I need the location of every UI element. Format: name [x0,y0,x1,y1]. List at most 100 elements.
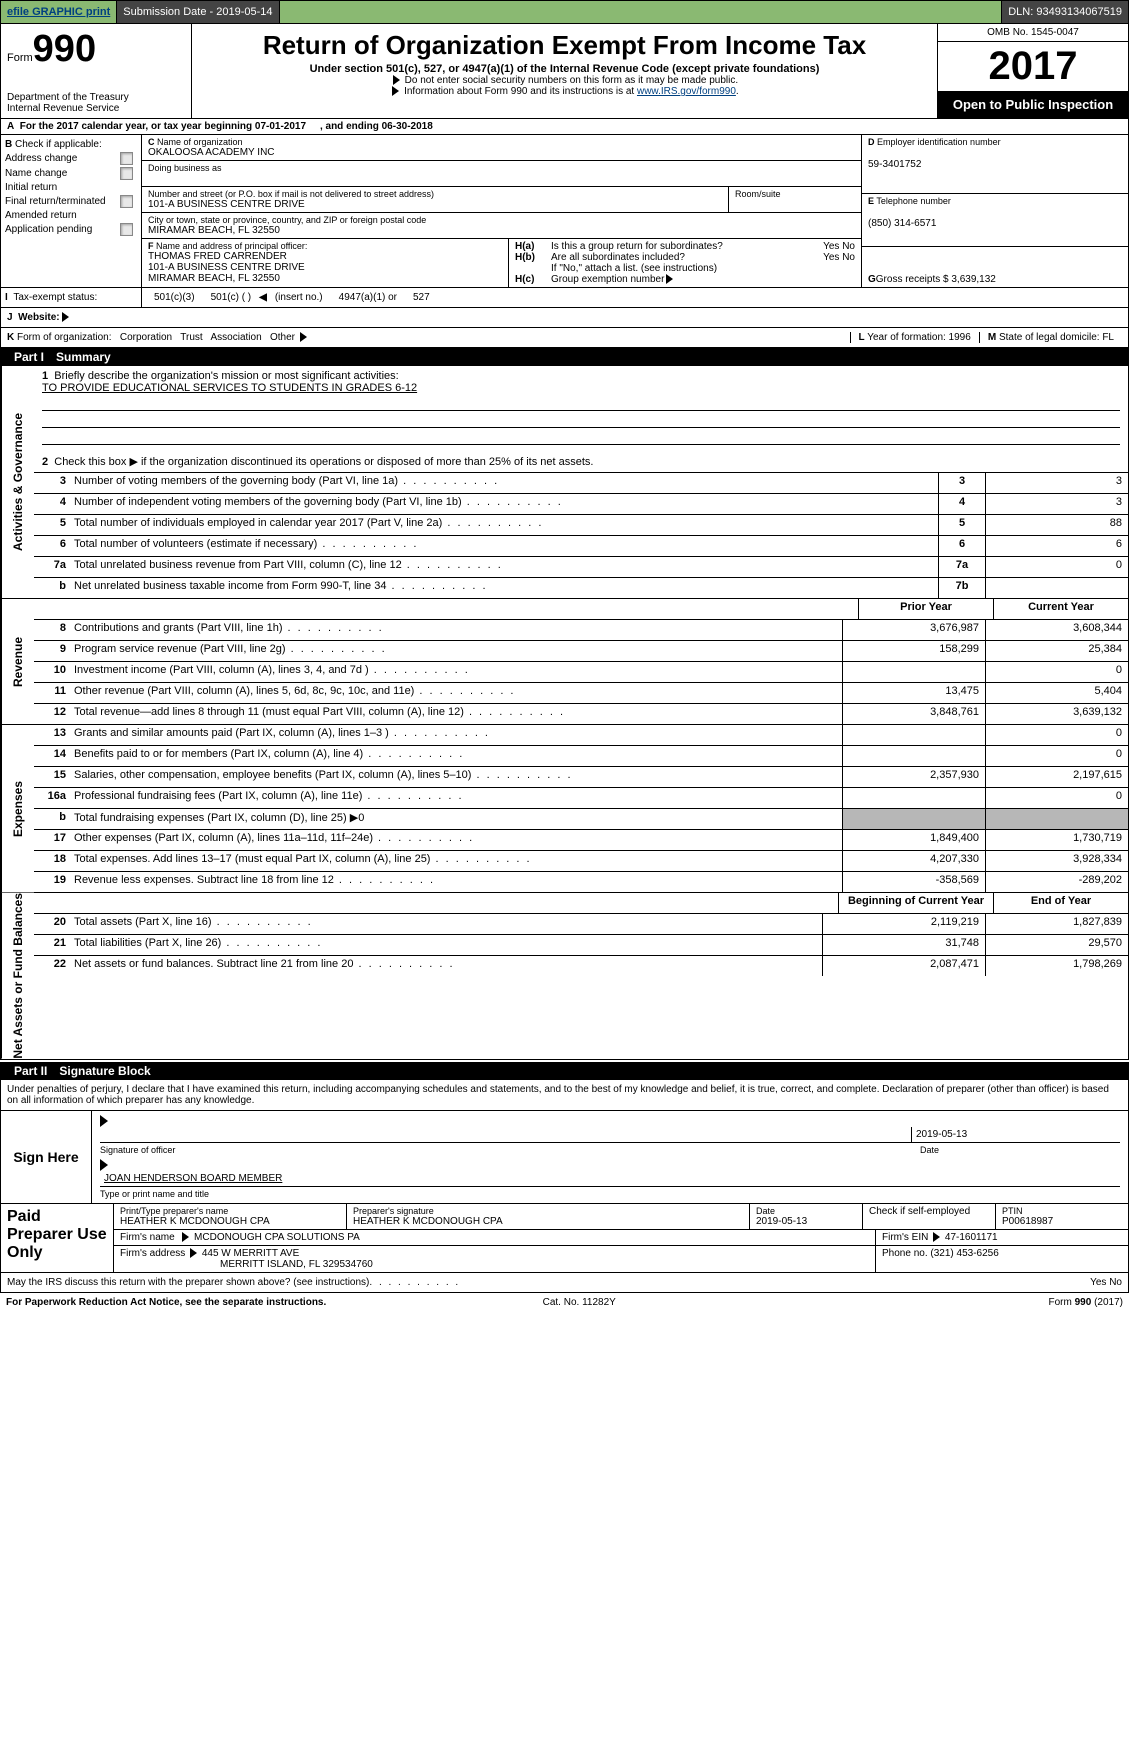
rev-lines: Prior Year Current Year 8 Contributions … [34,599,1128,724]
curr-val: 1,798,269 [985,956,1128,976]
paid-label: Paid Preparer Use Only [1,1204,114,1272]
chk-lbl: Final return/terminated [5,196,106,207]
line-no: 10 [34,662,70,682]
curr-val [985,809,1128,829]
sig-date: 2019-05-13 [911,1127,1120,1142]
firmph: (321) 453-6256 [930,1248,998,1259]
prior-val [842,809,985,829]
line-val: 0 [985,557,1128,577]
part1-ttl: Summary [56,350,111,364]
triangle-icon [182,1232,189,1242]
line-no: 5 [34,515,70,535]
line-box: 4 [938,494,985,514]
beg-hdr: Beginning of Current Year [838,893,993,913]
prior-val: 2,087,471 [822,956,985,976]
firmn: MCDONOUGH CPA SOLUTIONS PA [194,1232,360,1243]
prior-val [842,725,985,745]
Hb2: If "No," attach a list. (see instruction… [515,263,855,274]
line-row: b Net unrelated business taxable income … [34,577,1128,598]
I-o2b: (insert no.) [275,292,323,303]
line-row: 16a Professional fundraising fees (Part … [34,787,1128,808]
l2: 2 Check this box ▶ if the organization d… [34,451,1128,472]
prior-val: 31,748 [822,935,985,955]
sign-here-lbl: Sign Here [1,1111,92,1203]
dept1: Department of the Treasury [7,92,185,103]
form-word: Form [7,52,33,64]
footer-l: For Paperwork Reduction Act Notice, see … [6,1297,326,1308]
line-txt: Total number of volunteers (estimate if … [70,536,938,556]
discuss-row: May the IRS discuss this return with the… [1,1272,1128,1292]
line-txt: Total number of individuals employed in … [70,515,938,535]
yes: Yes [823,241,839,252]
end-hdr: End of Year [993,893,1128,913]
checkbox[interactable] [120,223,133,236]
efile-anchor[interactable]: efile GRAPHIC print [7,6,110,18]
line-txt: Total liabilities (Part X, line 26) [70,935,822,955]
line-txt: Net unrelated business taxable income fr… [70,578,938,598]
checkbox[interactable] [120,152,133,165]
triangle-icon [392,86,399,96]
part1-exp: Expenses 13 Grants and similar amounts p… [0,725,1129,893]
line-txt: Revenue less expenses. Subtract line 18 … [70,872,842,892]
mission-block: 1 Briefly describe the organization's mi… [34,366,1128,451]
irs-link[interactable]: www.IRS.gov/form990 [637,86,736,97]
curr-val: 1,827,839 [985,914,1128,934]
line-row: 8 Contributions and grants (Part VIII, l… [34,619,1128,640]
line-no: 16a [34,788,70,808]
dba: Doing business as [142,161,861,187]
prior-val: 158,299 [842,641,985,661]
line-no: 18 [34,851,70,871]
no: No [842,241,855,252]
exp-lines: 13 Grants and similar amounts paid (Part… [34,725,1128,892]
line-no: 8 [34,620,70,640]
dln-txt: DLN: 93493134067519 [1008,6,1122,18]
line-no: 11 [34,683,70,703]
firma-lbl: Firm's address [120,1248,185,1259]
top-bar: efile GRAPHIC print Submission Date - 20… [0,0,1129,24]
open-to-public: Open to Public Inspection [938,91,1128,118]
tel: (850) 314-6571 [868,218,936,229]
checkbox[interactable] [120,195,133,208]
submission-date-txt: Submission Date - 2019-05-14 [123,6,272,18]
line-txt: Number of voting members of the governin… [70,473,938,493]
K-L: Year of formation: 1996 [867,332,971,343]
efile-link[interactable]: efile GRAPHIC print [1,1,117,23]
open-txt: Open to Public Inspection [953,97,1113,112]
line-txt: Benefits paid to or for members (Part IX… [70,746,842,766]
part2-ttl: Signature Block [59,1064,150,1078]
p-chk-txt: Check [869,1206,897,1217]
firmein: 47-1601171 [945,1232,998,1243]
Hc-txt: Group exemption number [551,274,664,285]
line-box: 5 [938,515,985,535]
line-val: 3 [985,494,1128,514]
Hb-txt: Are all subordinates included? [551,252,823,263]
yes: Yes [1090,1277,1106,1288]
ptin: P00618987 [1002,1216,1122,1227]
gross: Gross receipts $ 3,639,132 [876,274,996,285]
submission-date: Submission Date - 2019-05-14 [117,1,279,23]
l1-lbl: Briefly describe the organization's miss… [54,370,398,382]
line-no: 3 [34,473,70,493]
checkbox[interactable] [120,167,133,180]
K-o3: Association [211,332,262,343]
note2: Information about Form 990 and its instr… [200,86,929,97]
prep-table: Print/Type preparer's nameHEATHER K MCDO… [114,1204,1128,1272]
tax-year: 2017 [938,42,1128,91]
header-left: Form990 Department of the Treasury Inter… [1,24,192,118]
line-row: 18 Total expenses. Add lines 13–17 (must… [34,850,1128,871]
line-txt: Other revenue (Part VIII, column (A), li… [70,683,842,703]
curr-hdr: Current Year [993,599,1128,619]
dln: DLN: 93493134067519 [1001,1,1128,23]
triangle-icon [190,1248,197,1258]
F1: THOMAS FRED CARRENDER [148,251,502,262]
footer-r: Form 990 (2017) [1049,1297,1123,1308]
line-txt: Contributions and grants (Part VIII, lin… [70,620,842,640]
line-txt: Salaries, other compensation, employee b… [70,767,842,787]
curr-val: 29,570 [985,935,1128,955]
line-no: 15 [34,767,70,787]
line-txt: Total revenue—add lines 8 through 11 (mu… [70,704,842,724]
irs-link-txt: www.IRS.gov/form990 [637,86,736,97]
ptin-lbl: PTIN [1002,1206,1122,1216]
prior-val: 1,849,400 [842,830,985,850]
arrow-icon [100,1115,108,1127]
